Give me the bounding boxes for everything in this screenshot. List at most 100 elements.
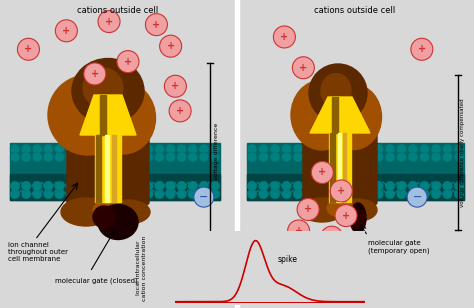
Circle shape bbox=[165, 144, 175, 154]
Circle shape bbox=[374, 189, 383, 199]
Text: +: + bbox=[299, 63, 308, 73]
Bar bbox=[10, 174, 220, 200]
Circle shape bbox=[335, 205, 357, 227]
Circle shape bbox=[199, 181, 209, 191]
Circle shape bbox=[21, 152, 31, 162]
Polygon shape bbox=[80, 95, 136, 135]
Circle shape bbox=[155, 144, 164, 154]
Circle shape bbox=[43, 144, 54, 154]
Text: spike: spike bbox=[278, 255, 298, 264]
FancyBboxPatch shape bbox=[303, 130, 329, 205]
Circle shape bbox=[188, 189, 198, 199]
Circle shape bbox=[258, 152, 268, 162]
Circle shape bbox=[362, 152, 372, 162]
Circle shape bbox=[431, 189, 441, 199]
Circle shape bbox=[304, 144, 315, 154]
Bar bbox=[338, 133, 341, 202]
Circle shape bbox=[10, 144, 20, 154]
Circle shape bbox=[177, 152, 187, 162]
Circle shape bbox=[199, 144, 209, 154]
Circle shape bbox=[132, 189, 142, 199]
Circle shape bbox=[143, 144, 153, 154]
Circle shape bbox=[407, 187, 427, 207]
Circle shape bbox=[293, 144, 303, 154]
Ellipse shape bbox=[327, 199, 353, 217]
Bar bbox=[235, 0, 239, 308]
Ellipse shape bbox=[83, 68, 123, 108]
Circle shape bbox=[77, 181, 87, 191]
Circle shape bbox=[194, 187, 214, 207]
Ellipse shape bbox=[61, 198, 111, 226]
Circle shape bbox=[132, 152, 142, 162]
Circle shape bbox=[454, 181, 464, 191]
Circle shape bbox=[77, 189, 87, 199]
Circle shape bbox=[385, 189, 395, 199]
Circle shape bbox=[419, 152, 429, 162]
Text: voltage difference: voltage difference bbox=[214, 123, 219, 180]
Circle shape bbox=[32, 189, 42, 199]
Circle shape bbox=[43, 189, 54, 199]
Circle shape bbox=[55, 189, 64, 199]
Polygon shape bbox=[310, 97, 370, 133]
Circle shape bbox=[385, 181, 395, 191]
Circle shape bbox=[419, 189, 429, 199]
Circle shape bbox=[282, 144, 292, 154]
Bar bbox=[96, 135, 101, 202]
Circle shape bbox=[247, 152, 257, 162]
Text: +: + bbox=[152, 20, 161, 30]
Ellipse shape bbox=[291, 80, 353, 150]
FancyBboxPatch shape bbox=[67, 130, 95, 205]
Circle shape bbox=[21, 181, 31, 191]
Bar bbox=[0, 0, 237, 308]
Text: +: + bbox=[418, 44, 426, 54]
Text: +: + bbox=[171, 81, 180, 91]
Circle shape bbox=[270, 189, 280, 199]
Text: +: + bbox=[62, 26, 71, 36]
Circle shape bbox=[304, 189, 315, 199]
Ellipse shape bbox=[98, 205, 138, 240]
Circle shape bbox=[396, 189, 407, 199]
Circle shape bbox=[143, 181, 153, 191]
Text: +: + bbox=[280, 32, 289, 42]
Ellipse shape bbox=[93, 206, 115, 228]
Text: +: + bbox=[176, 106, 184, 116]
Circle shape bbox=[419, 181, 429, 191]
Circle shape bbox=[247, 181, 257, 191]
Circle shape bbox=[258, 189, 268, 199]
Circle shape bbox=[55, 144, 64, 154]
Ellipse shape bbox=[355, 210, 365, 230]
Circle shape bbox=[258, 144, 268, 154]
Circle shape bbox=[10, 152, 20, 162]
Circle shape bbox=[143, 152, 153, 162]
Circle shape bbox=[362, 189, 372, 199]
Circle shape bbox=[132, 144, 142, 154]
Circle shape bbox=[18, 38, 39, 60]
Ellipse shape bbox=[300, 198, 344, 222]
Text: cations outside cell: cations outside cell bbox=[314, 6, 396, 15]
Circle shape bbox=[443, 144, 453, 154]
Circle shape bbox=[55, 20, 77, 42]
Circle shape bbox=[408, 144, 418, 154]
Circle shape bbox=[55, 181, 64, 191]
Circle shape bbox=[32, 152, 42, 162]
Ellipse shape bbox=[350, 203, 366, 233]
Text: +: + bbox=[342, 211, 350, 221]
Bar bbox=[343, 133, 346, 202]
Circle shape bbox=[454, 144, 464, 154]
Circle shape bbox=[374, 152, 383, 162]
Circle shape bbox=[293, 189, 303, 199]
Circle shape bbox=[65, 189, 75, 199]
Circle shape bbox=[247, 144, 257, 154]
Circle shape bbox=[177, 144, 187, 154]
Circle shape bbox=[169, 100, 191, 122]
Ellipse shape bbox=[321, 74, 351, 108]
Circle shape bbox=[155, 189, 164, 199]
Circle shape bbox=[408, 152, 418, 162]
Circle shape bbox=[210, 152, 220, 162]
Ellipse shape bbox=[309, 64, 367, 122]
Circle shape bbox=[155, 152, 164, 162]
Text: +: + bbox=[318, 168, 327, 177]
Circle shape bbox=[270, 181, 280, 191]
Circle shape bbox=[188, 152, 198, 162]
Circle shape bbox=[210, 181, 220, 191]
